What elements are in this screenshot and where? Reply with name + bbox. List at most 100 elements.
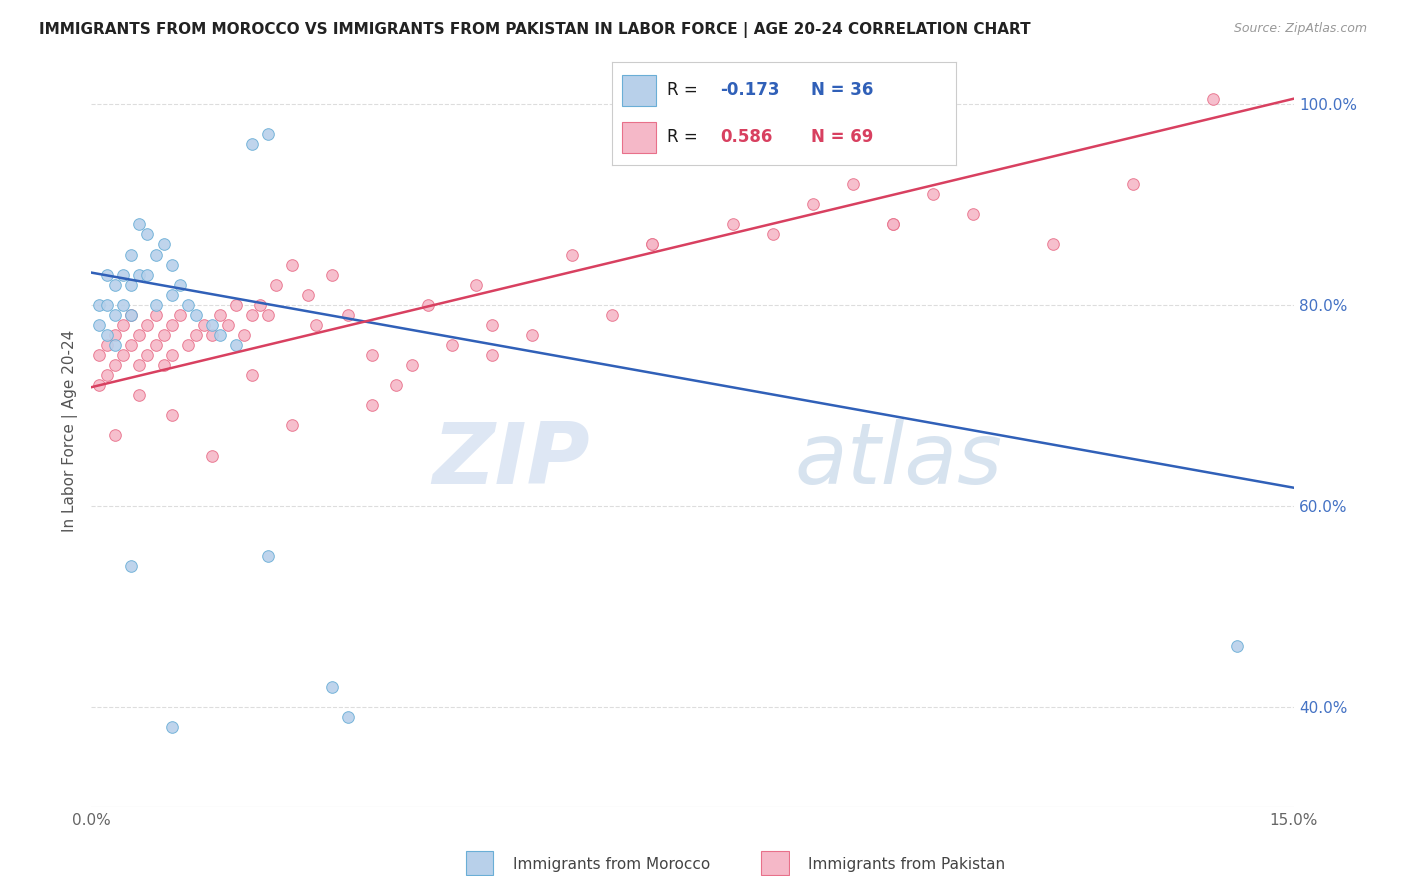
Text: N = 36: N = 36	[811, 81, 873, 99]
Point	[136, 348, 159, 362]
Point	[160, 287, 183, 301]
Point	[169, 308, 191, 322]
Point	[121, 247, 143, 261]
Point	[256, 308, 278, 322]
Point	[121, 308, 143, 322]
Point	[602, 308, 624, 322]
Point	[201, 327, 224, 342]
Text: Immigrants from Morocco: Immigrants from Morocco	[513, 857, 710, 872]
Point	[401, 358, 423, 372]
Point	[184, 308, 207, 322]
Point	[89, 298, 111, 312]
Text: N = 69: N = 69	[811, 128, 873, 146]
Point	[136, 318, 159, 332]
Point	[321, 268, 343, 282]
Text: Immigrants from Pakistan: Immigrants from Pakistan	[808, 857, 1005, 872]
Point	[160, 348, 183, 362]
Point	[801, 197, 824, 211]
Point	[160, 318, 183, 332]
Point	[641, 237, 664, 252]
Point	[225, 338, 247, 352]
Point	[1202, 92, 1225, 106]
Point	[145, 308, 167, 322]
Point	[128, 268, 150, 282]
Point	[121, 559, 143, 574]
Text: ZIP: ZIP	[433, 419, 591, 502]
Point	[104, 358, 127, 372]
Point	[721, 218, 744, 232]
Point	[112, 348, 135, 362]
FancyBboxPatch shape	[761, 851, 789, 874]
Point	[465, 277, 488, 292]
FancyBboxPatch shape	[465, 851, 494, 874]
Point	[112, 318, 135, 332]
Point	[305, 318, 328, 332]
Point	[128, 218, 150, 232]
Point	[922, 187, 945, 202]
Point	[121, 338, 143, 352]
Point	[440, 338, 463, 352]
Point	[225, 298, 247, 312]
Point	[128, 327, 150, 342]
Point	[152, 327, 174, 342]
Point	[217, 318, 239, 332]
FancyBboxPatch shape	[621, 75, 657, 105]
Text: 0.586: 0.586	[720, 128, 772, 146]
Point	[145, 338, 167, 352]
Point	[882, 218, 904, 232]
Point	[1042, 237, 1064, 252]
Point	[360, 348, 382, 362]
Point	[201, 318, 224, 332]
Point	[145, 247, 167, 261]
Point	[160, 409, 183, 423]
Point	[481, 318, 503, 332]
Point	[336, 308, 359, 322]
Text: atlas: atlas	[794, 419, 1002, 502]
Point	[89, 318, 111, 332]
Point	[240, 136, 263, 151]
Point	[281, 418, 304, 433]
Point	[96, 338, 118, 352]
Point	[176, 338, 198, 352]
Point	[89, 378, 111, 392]
Text: R =: R =	[666, 128, 703, 146]
Point	[561, 247, 583, 261]
Point	[882, 218, 904, 232]
Point	[112, 298, 135, 312]
Point	[297, 287, 319, 301]
Point	[128, 358, 150, 372]
Point	[96, 368, 118, 383]
Point	[160, 720, 183, 734]
Point	[841, 177, 863, 191]
Text: -0.173: -0.173	[720, 81, 779, 99]
Text: Source: ZipAtlas.com: Source: ZipAtlas.com	[1233, 22, 1367, 36]
Point	[240, 308, 263, 322]
Point	[641, 237, 664, 252]
Point	[385, 378, 408, 392]
Point	[104, 338, 127, 352]
Point	[240, 368, 263, 383]
Point	[1122, 177, 1144, 191]
Point	[89, 348, 111, 362]
Point	[152, 237, 174, 252]
Point	[128, 388, 150, 402]
Point	[104, 428, 127, 442]
Point	[104, 327, 127, 342]
Point	[104, 277, 127, 292]
Point	[169, 277, 191, 292]
Point	[256, 549, 278, 563]
Point	[232, 327, 254, 342]
Point	[256, 127, 278, 141]
Text: IMMIGRANTS FROM MOROCCO VS IMMIGRANTS FROM PAKISTAN IN LABOR FORCE | AGE 20-24 C: IMMIGRANTS FROM MOROCCO VS IMMIGRANTS FR…	[39, 22, 1031, 38]
Point	[249, 298, 271, 312]
Point	[360, 398, 382, 412]
Point	[96, 298, 118, 312]
Point	[522, 327, 544, 342]
Point	[136, 268, 159, 282]
Point	[104, 308, 127, 322]
Point	[160, 258, 183, 272]
Point	[112, 268, 135, 282]
Point	[96, 268, 118, 282]
Point	[121, 277, 143, 292]
Point	[193, 318, 215, 332]
